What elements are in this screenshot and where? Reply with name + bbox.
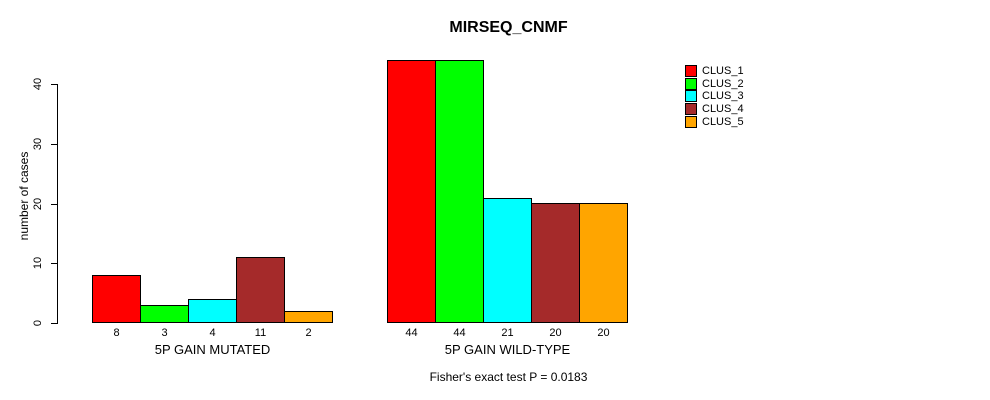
legend-swatch xyxy=(685,78,697,90)
legend-item: CLUS_1 xyxy=(685,65,744,77)
legend-item: CLUS_5 xyxy=(685,116,744,128)
y-tick-mark xyxy=(51,323,57,324)
legend-swatch xyxy=(685,103,697,115)
legend-swatch xyxy=(685,90,697,102)
bar-clus-2-5p-gain-mutated xyxy=(140,305,189,323)
bar-clus-2-5p-gain-wild-type xyxy=(435,60,484,323)
bar-value-label: 2 xyxy=(305,327,312,339)
y-tick-label: 30 xyxy=(32,137,44,151)
bar-clus-1-5p-gain-mutated xyxy=(92,275,141,323)
legend-item: CLUS_2 xyxy=(685,78,744,90)
bar-value-label: 3 xyxy=(161,327,168,339)
bar-value-label: 8 xyxy=(113,327,120,339)
legend-swatch xyxy=(685,116,697,128)
x-group-label-5p-gain-wild-type: 5P GAIN WILD-TYPE xyxy=(444,342,571,357)
y-axis-line xyxy=(57,84,58,324)
bar-clus-3-5p-gain-wild-type xyxy=(483,198,532,323)
bar-clus-5-5p-gain-mutated xyxy=(284,311,333,323)
bar-clus-1-5p-gain-wild-type xyxy=(387,60,436,323)
bar-value-label: 44 xyxy=(453,327,466,339)
y-tick-mark xyxy=(51,204,57,205)
legend-label: CLUS_5 xyxy=(702,116,744,128)
legend-label: CLUS_3 xyxy=(702,90,744,102)
y-tick-mark xyxy=(51,144,57,145)
legend-swatch xyxy=(685,65,697,77)
bar-value-label: 4 xyxy=(209,327,216,339)
bar-clus-5-5p-gain-wild-type xyxy=(579,203,628,323)
legend-label: CLUS_2 xyxy=(702,78,744,90)
y-tick-label: 10 xyxy=(32,256,44,270)
chart-title: MIRSEQ_CNMF xyxy=(449,19,568,36)
bar-value-label: 20 xyxy=(597,327,610,339)
bar-value-label: 21 xyxy=(501,327,514,339)
caption: Fisher's exact test P = 0.0183 xyxy=(429,370,588,384)
y-tick-label: 0 xyxy=(32,319,44,327)
legend-label: CLUS_4 xyxy=(702,103,744,115)
bar-value-label: 11 xyxy=(254,327,267,339)
y-tick-mark xyxy=(51,263,57,264)
bar-clus-4-5p-gain-wild-type xyxy=(531,203,580,323)
y-tick-label: 20 xyxy=(32,197,44,211)
legend-item: CLUS_4 xyxy=(685,103,744,115)
bar-value-label: 44 xyxy=(405,327,418,339)
y-tick-label: 40 xyxy=(32,77,44,91)
y-tick-mark xyxy=(51,84,57,85)
legend-item: CLUS_3 xyxy=(685,90,744,102)
x-group-label-5p-gain-mutated: 5P GAIN MUTATED xyxy=(154,342,271,357)
bar-clus-4-5p-gain-mutated xyxy=(236,257,285,323)
bar-value-label: 20 xyxy=(549,327,562,339)
legend-label: CLUS_1 xyxy=(702,65,744,77)
y-axis-label: number of cases xyxy=(17,151,31,241)
bar-clus-3-5p-gain-mutated xyxy=(188,299,237,323)
